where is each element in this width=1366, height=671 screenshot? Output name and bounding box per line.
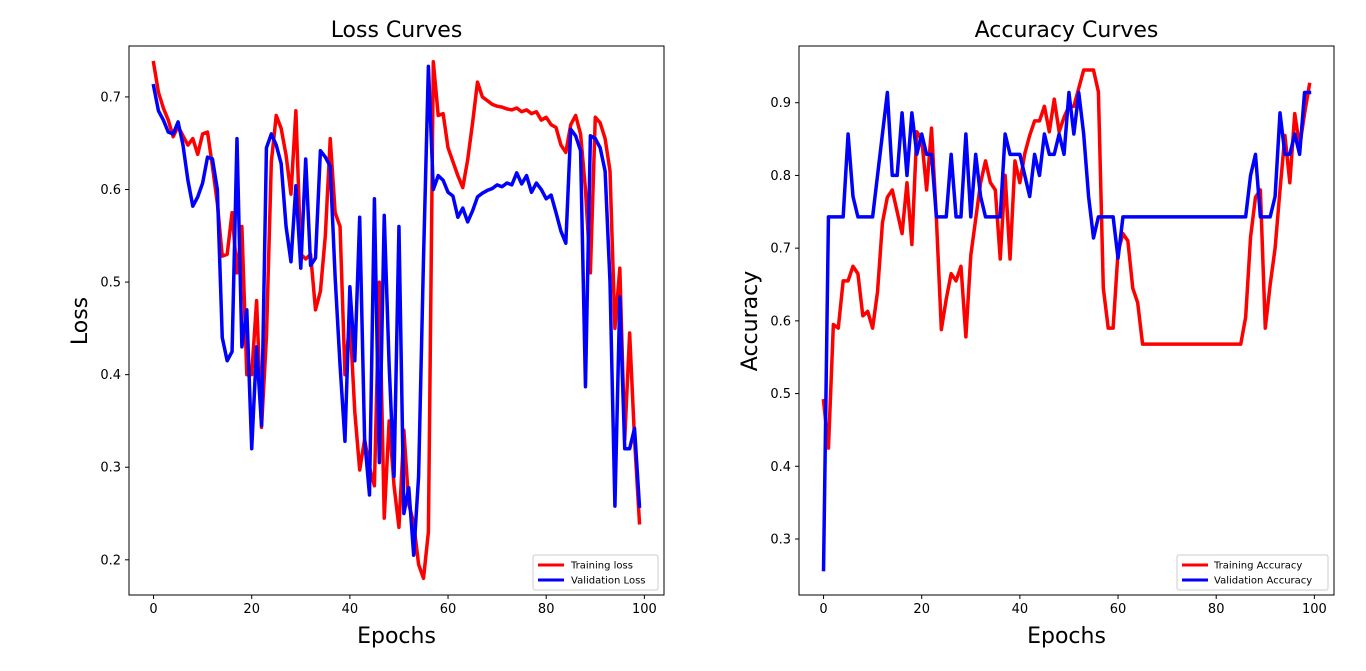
loss-series-lines [151,59,642,581]
accuracy-x-tick-label: 80 [1208,602,1225,617]
accuracy-plot-frame [798,45,1335,596]
accuracy-legend: Training Accuracy Validation Accuracy [1176,554,1329,591]
loss-x-tick-label: 100 [632,602,657,617]
accuracy-x-tick-label: 60 [1110,602,1127,617]
loss-x-tick-label: 20 [243,602,260,617]
loss-y-tick-label: 0.5 [100,276,121,291]
accuracy-y-tick-label: 0.4 [770,460,791,475]
accuracy-legend-box [1176,554,1329,591]
loss-y-tick-label: 0.4 [100,368,121,383]
accuracy-y-tick-label: 0.9 [770,96,791,111]
loss-series-line-validation [151,64,642,557]
accuracy-legend-label-training: Training Accuracy [1213,561,1302,572]
loss-legend-label-validation: Validation Loss [571,576,646,587]
accuracy-x-axis-label: Epochs [1027,624,1106,649]
accuracy-y-tick-label: 0.5 [770,387,791,402]
loss-legend-box [532,554,659,591]
accuracy-chart-title: Accuracy Curves [975,18,1159,43]
loss-x-tick-label: 80 [538,602,555,617]
loss-legend-label-training: Training loss [570,561,633,572]
loss-x-tick-label: 40 [342,602,359,617]
loss-plot-frame [128,45,665,596]
loss-legend: Training loss Validation Loss [532,554,659,591]
accuracy-axis-ticks: 0 20 40 60 80 100 0.3 0.4 0.5 0.6 0.7 0.8 0.9 [770,96,1326,617]
loss-y-tick-label: 0.7 [100,90,121,105]
loss-axis-ticks: 0 20 40 60 80 100 0.2 0.3 0.4 0.5 0.6 0.7 [100,90,656,617]
loss-x-axis-label: Epochs [357,624,436,649]
loss-x-tick-label: 60 [440,602,457,617]
accuracy-series-line-validation [821,90,1312,572]
loss-chart: Loss Curves Epochs Loss 0 20 40 60 80 1000.20… [68,18,665,649]
loss-y-tick-label: 0.2 [100,553,121,568]
accuracy-x-tick-label: 20 [913,602,930,617]
accuracy-y-tick-label: 0.3 [770,533,791,548]
accuracy-y-tick-label: 0.8 [770,169,791,184]
accuracy-chart: Accuracy Curves Epochs Accuracy 0 20 40 60 8… [738,18,1335,649]
accuracy-x-tick-label: 0 [819,602,827,617]
loss-x-tick-label: 0 [149,602,157,617]
accuracy-y-tick-label: 0.7 [770,242,791,257]
accuracy-y-tick-label: 0.6 [770,314,791,329]
accuracy-legend-label-validation: Validation Accuracy [1214,576,1312,587]
loss-y-tick-label: 0.6 [100,183,121,198]
accuracy-y-axis-label: Accuracy [738,271,763,371]
accuracy-series-lines [821,68,1312,572]
loss-chart-title: Loss Curves [331,18,463,43]
accuracy-x-tick-label: 40 [1012,602,1029,617]
loss-y-tick-label: 0.3 [100,461,121,476]
loss-y-axis-label: Loss [68,297,93,345]
accuracy-x-tick-label: 100 [1302,602,1327,617]
